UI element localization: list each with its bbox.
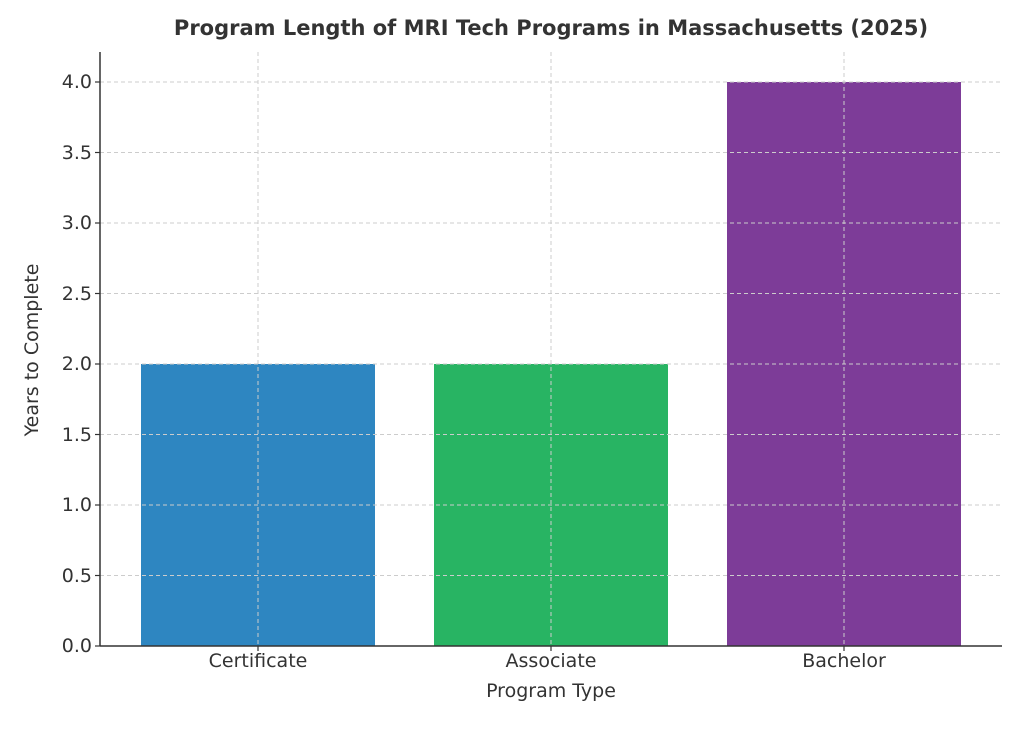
- y-tick-label: 1.0: [61, 494, 92, 516]
- x-tick-label: Associate: [505, 650, 597, 672]
- y-tick-label: 0.0: [61, 635, 92, 657]
- y-tick-label: 1.5: [61, 423, 92, 446]
- chart-title: Program Length of MRI Tech Programs in M…: [173, 16, 929, 40]
- y-tick-label: 3.5: [61, 141, 92, 164]
- x-axis-label: Program Type: [486, 680, 616, 702]
- y-tick-label: 2.0: [61, 353, 92, 375]
- y-tick-label: 4.0: [61, 71, 92, 93]
- y-tick-label: 0.5: [61, 564, 92, 587]
- y-tick-label: 3.0: [61, 212, 92, 234]
- x-tick-label: Bachelor: [802, 650, 886, 672]
- y-tick-label: 2.5: [61, 282, 92, 305]
- x-tick-label: Certificate: [208, 650, 308, 672]
- gridlines: [100, 52, 1002, 646]
